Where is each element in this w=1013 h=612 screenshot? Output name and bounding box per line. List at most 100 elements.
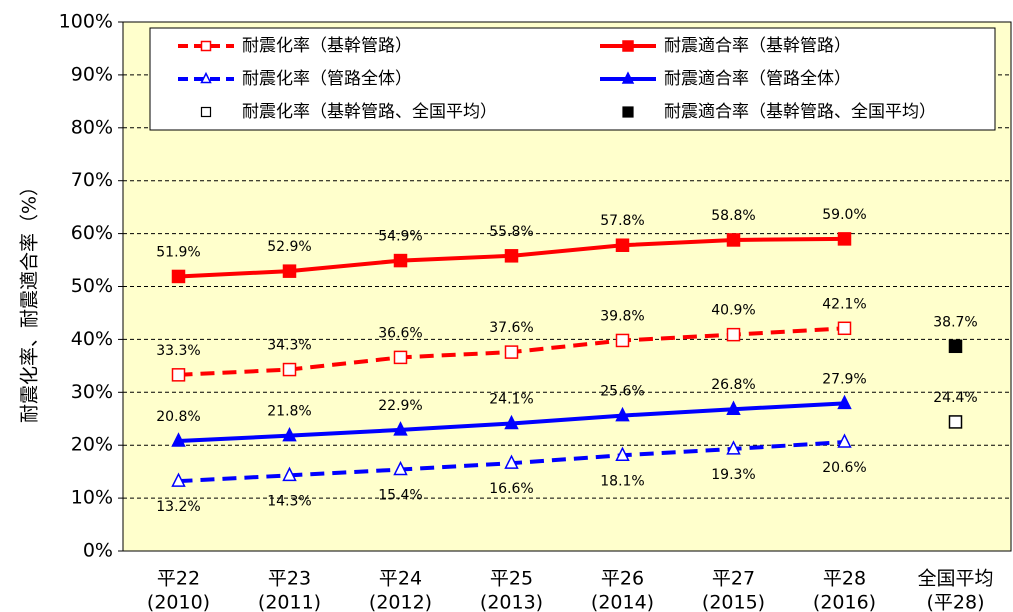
marker — [504, 249, 519, 263]
y-tick-label: 40% — [71, 328, 113, 350]
value-label: 14.3% — [267, 493, 311, 509]
x-tick-label: (2016) — [813, 592, 876, 612]
y-axis-label: 耐震化率、耐震適合率（%） — [19, 177, 41, 423]
marker — [726, 327, 741, 342]
value-label: 52.9% — [267, 239, 311, 255]
value-label: 15.4% — [378, 488, 422, 504]
marker — [393, 253, 408, 268]
marker — [171, 269, 186, 284]
y-tick-label: 30% — [71, 381, 113, 403]
legend-label: 耐震化率（管路全体） — [242, 69, 412, 89]
value-label: 24.1% — [489, 392, 533, 408]
x-tick-label: (2015) — [702, 592, 765, 612]
legend-label: 耐震適合率（管路全体） — [664, 69, 851, 89]
x-tick-label: (2011) — [258, 592, 321, 612]
value-label: 54.9% — [378, 229, 422, 245]
marker — [393, 421, 408, 436]
value-label: 38.7% — [933, 314, 977, 330]
marker — [282, 427, 297, 442]
x-tick-label: 全国平均 — [917, 568, 993, 590]
legend-marker — [200, 71, 212, 84]
legend-label: 耐震適合率（基幹管路、全国平均） — [664, 101, 936, 122]
x-tick-label: 平28 — [823, 568, 866, 590]
x-tick-label: 平23 — [268, 568, 311, 590]
x-tick-label: 平24 — [379, 568, 422, 590]
value-label: 26.8% — [711, 377, 755, 393]
y-tick-label: 10% — [71, 487, 113, 509]
y-tick-label: 80% — [71, 116, 113, 138]
marker — [726, 440, 741, 455]
marker — [948, 339, 963, 354]
marker — [171, 472, 186, 487]
marker — [837, 433, 852, 448]
marker — [282, 264, 297, 278]
value-label: 39.8% — [600, 308, 644, 324]
value-label: 57.8% — [600, 213, 644, 229]
marker — [726, 233, 741, 247]
marker — [393, 460, 408, 476]
x-tick-label: 平22 — [157, 568, 200, 590]
y-tick-label: 50% — [71, 275, 113, 297]
value-label: 51.9% — [156, 244, 200, 260]
value-label: 58.8% — [711, 208, 755, 224]
x-tick-label: (平28) — [926, 592, 984, 612]
x-tick-label: (2014) — [591, 592, 654, 612]
marker — [282, 362, 297, 377]
marker — [615, 333, 630, 348]
marker — [837, 321, 852, 336]
marker — [504, 454, 519, 469]
marker — [171, 368, 186, 382]
marker — [393, 350, 408, 365]
marker — [171, 432, 186, 447]
x-tick-label: 平27 — [712, 568, 755, 590]
marker — [615, 406, 630, 422]
y-tick-label: 70% — [71, 169, 113, 191]
legend-marker — [621, 71, 635, 84]
value-label: 24.4% — [933, 390, 977, 406]
marker — [282, 466, 297, 482]
x-tick-label: (2013) — [480, 592, 543, 612]
value-label: 25.6% — [600, 384, 644, 400]
legend-marker — [200, 106, 212, 118]
value-label: 33.3% — [156, 343, 200, 359]
value-label: 20.6% — [822, 460, 866, 476]
y-tick-label: 90% — [71, 63, 113, 85]
marker — [615, 238, 630, 252]
marker — [948, 415, 963, 429]
value-label: 20.8% — [156, 409, 200, 425]
y-tick-label: 20% — [71, 434, 113, 456]
legend-label: 耐震化率（基幹管路、全国平均） — [242, 101, 497, 122]
value-label: 16.6% — [489, 481, 533, 497]
marker — [726, 400, 741, 415]
legend-label: 耐震適合率（基幹管路） — [664, 35, 851, 56]
marker — [504, 345, 519, 359]
value-label: 27.9% — [822, 371, 866, 387]
marker — [837, 394, 852, 410]
value-label: 40.9% — [711, 303, 755, 319]
value-label: 13.2% — [156, 499, 200, 515]
value-label: 36.6% — [378, 325, 422, 341]
value-label: 55.8% — [489, 224, 533, 240]
y-tick-label: 60% — [71, 222, 113, 244]
legend-marker — [622, 106, 634, 118]
marker — [837, 232, 852, 246]
value-label: 19.3% — [711, 467, 755, 483]
legend-marker — [200, 40, 212, 52]
value-label: 21.8% — [267, 404, 311, 420]
x-tick-label: 平26 — [601, 568, 644, 590]
value-label: 59.0% — [822, 207, 866, 223]
y-tick-label: 100% — [59, 11, 113, 33]
marker — [615, 446, 630, 462]
value-label: 34.3% — [267, 338, 311, 354]
legend-box — [149, 27, 996, 131]
marker — [504, 414, 519, 430]
value-label: 42.1% — [822, 296, 866, 312]
x-tick-label: (2012) — [369, 592, 432, 612]
x-tick-label: (2010) — [147, 592, 210, 612]
value-label: 18.1% — [600, 473, 644, 489]
value-label: 37.6% — [489, 320, 533, 336]
x-tick-label: 平25 — [490, 568, 533, 590]
value-label: 22.9% — [378, 398, 422, 414]
legend-label: 耐震化率（基幹管路） — [242, 35, 412, 56]
